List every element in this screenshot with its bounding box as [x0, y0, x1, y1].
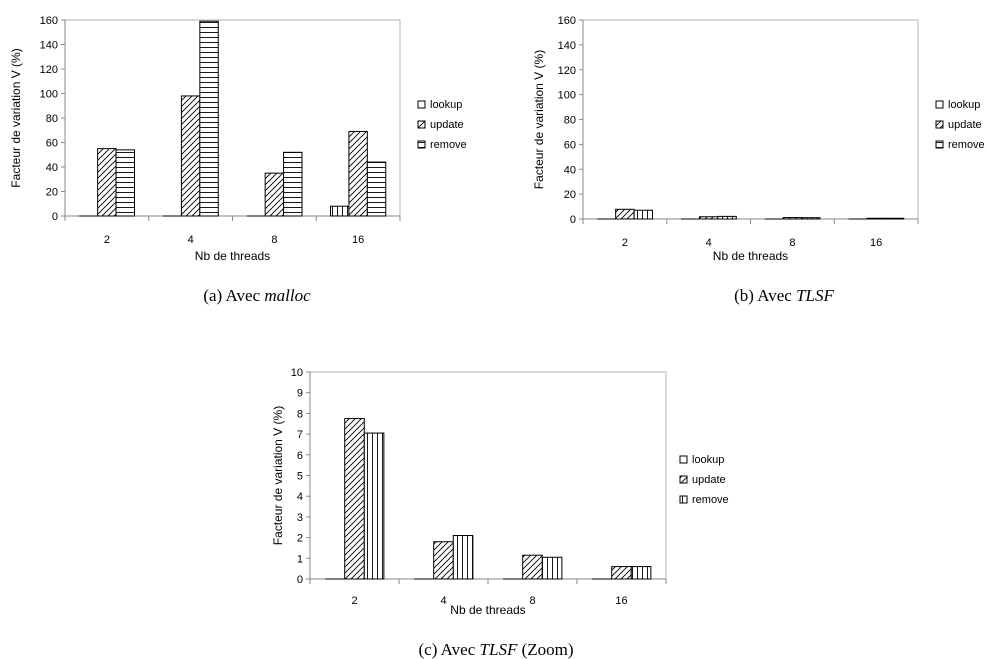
- y-tick-label: 80: [564, 115, 576, 127]
- y-tick-label: 7: [297, 429, 303, 441]
- y-tick-label: 140: [40, 40, 58, 52]
- bar-update: [782, 217, 803, 220]
- legend-label-lookup: lookup: [948, 99, 980, 111]
- legend-swatch-update: [417, 120, 426, 129]
- bar-remove: [452, 535, 474, 580]
- legend-label-update: update: [948, 119, 982, 131]
- bar-update: [97, 148, 117, 217]
- chart-caption: (a) Avec malloc: [203, 286, 311, 305]
- bar-remove: [541, 556, 563, 580]
- y-tick-label: 40: [46, 162, 58, 174]
- bar-update: [698, 216, 719, 220]
- y-tick-label: 20: [564, 189, 576, 201]
- chart-caption: (b) Avec TLSF: [734, 286, 834, 305]
- y-tick-label: 120: [40, 64, 58, 76]
- legend-label-update: update: [692, 474, 726, 486]
- bar-remove: [199, 20, 219, 217]
- y-tick-label: 5: [297, 471, 303, 483]
- y-tick-label: 40: [564, 164, 576, 176]
- legend-swatch-remove: [679, 495, 688, 504]
- x-tick-label: 8: [529, 595, 535, 607]
- y-axis-label: Facteur de variation V (%): [532, 50, 546, 189]
- x-tick-label: 16: [870, 237, 882, 249]
- y-tick-label: 100: [558, 90, 576, 102]
- x-tick-label: 8: [789, 237, 795, 249]
- y-tick-label: 120: [558, 65, 576, 77]
- chart-panel-tlsf-zoom: (c) Avec TLSF (Zoom) 0 1 2 3 4 5 6 7 8 9 10 2 4 8 16 Nb…: [271, 367, 729, 659]
- legend-swatch-lookup: [935, 100, 944, 109]
- bar-remove: [884, 217, 905, 220]
- legend-swatch-lookup: [679, 455, 688, 464]
- y-tick-label: 0: [570, 214, 576, 226]
- x-tick-label: 4: [188, 234, 194, 246]
- legend-label-remove: remove: [948, 139, 985, 151]
- y-tick-label: 60: [46, 138, 58, 150]
- y-tick-label: 10: [291, 367, 303, 379]
- y-tick-label: 8: [297, 408, 303, 420]
- y-tick-label: 20: [46, 187, 58, 199]
- x-tick-label: 2: [351, 595, 357, 607]
- legend-label-lookup: lookup: [692, 454, 724, 466]
- bar-update: [615, 208, 635, 220]
- bar-remove: [801, 217, 821, 220]
- legend-swatch-remove: [417, 140, 426, 149]
- y-tick-label: 6: [297, 450, 303, 462]
- bar-update: [344, 418, 365, 580]
- x-tick-label: 4: [440, 595, 446, 607]
- x-axis-label: Nb de threads: [450, 603, 525, 617]
- legend-swatch-update: [935, 120, 944, 129]
- legend-swatch-lookup: [417, 100, 426, 109]
- y-tick-label: 60: [564, 139, 576, 151]
- chart-caption: (c) Avec TLSF (Zoom): [418, 640, 573, 659]
- y-tick-label: 160: [558, 15, 576, 27]
- y-tick-label: 2: [297, 533, 303, 545]
- y-tick-label: 3: [297, 512, 303, 524]
- bar-remove: [630, 566, 652, 580]
- plot-frame: [582, 19, 919, 220]
- y-axis-label: Facteur de variation V (%): [271, 406, 285, 545]
- legend-label-lookup: lookup: [430, 99, 462, 111]
- x-axis-label: Nb de threads: [195, 249, 270, 263]
- x-tick-label: 8: [271, 234, 277, 246]
- bar-remove: [115, 149, 136, 217]
- legend-label-remove: remove: [430, 139, 467, 151]
- bar-remove: [366, 161, 387, 217]
- bar-update: [180, 95, 201, 217]
- chart-panel-malloc: (a) Avec malloc 0 20 40 60 80 100 120 140 160 2 4 8…: [9, 15, 467, 305]
- y-tick-label: 140: [558, 40, 576, 52]
- x-tick-label: 4: [706, 237, 712, 249]
- y-tick-label: 9: [297, 388, 303, 400]
- bar-remove: [363, 432, 385, 580]
- bar-update: [264, 172, 285, 217]
- y-tick-label: 1: [297, 553, 303, 565]
- bar-remove: [633, 209, 654, 220]
- x-axis-label: Nb de threads: [713, 249, 788, 263]
- legend-swatch-remove: [935, 140, 944, 149]
- bar-update: [866, 217, 886, 220]
- x-tick-label: 16: [615, 595, 627, 607]
- y-tick-label: 80: [46, 113, 58, 125]
- bar-lookup: [329, 205, 350, 217]
- y-axis-label: Facteur de variation V (%): [9, 48, 23, 187]
- legend-label-update: update: [430, 119, 464, 131]
- bar-update: [348, 130, 368, 217]
- legend-label-remove: remove: [692, 494, 729, 506]
- bar-remove: [717, 215, 737, 220]
- y-tick-label: 160: [40, 15, 58, 27]
- bar-update: [611, 566, 632, 580]
- legend-swatch-update: [679, 475, 688, 484]
- bar-update: [522, 554, 543, 580]
- chart-panel-tlsf: (b) Avec TLSF 0 20 40 60 80 100 120 140 160 2 4 8 16…: [532, 15, 985, 305]
- y-tick-label: 100: [40, 89, 58, 101]
- y-tick-label: 0: [297, 574, 303, 586]
- y-tick-label: 4: [297, 491, 303, 503]
- x-tick-label: 16: [352, 234, 364, 246]
- x-tick-label: 2: [104, 234, 110, 246]
- bar-update: [433, 541, 454, 580]
- bar-remove: [283, 151, 303, 217]
- y-tick-label: 0: [52, 211, 58, 223]
- x-tick-label: 2: [622, 237, 628, 249]
